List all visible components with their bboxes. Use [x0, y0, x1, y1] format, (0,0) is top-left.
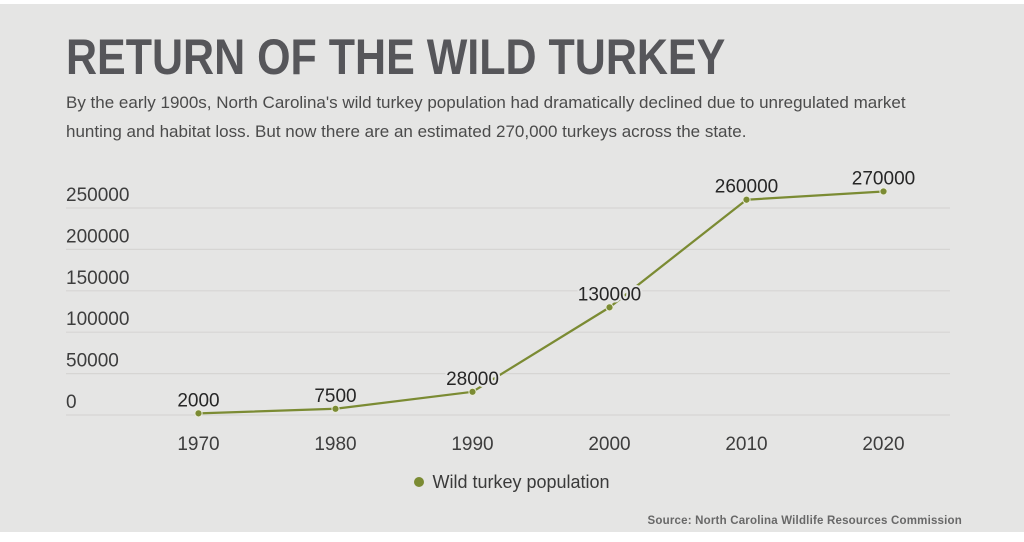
y-axis-tick-label: 50000 — [66, 351, 119, 372]
x-axis-tick-label: 1980 — [314, 434, 356, 455]
data-point — [468, 387, 477, 396]
data-point — [879, 187, 888, 196]
data-point-label: 270000 — [852, 168, 915, 189]
data-point-label: 130000 — [578, 284, 641, 305]
legend-label: Wild turkey population — [432, 471, 610, 492]
y-axis-tick-label: 0 — [66, 392, 77, 413]
data-point — [742, 195, 751, 204]
x-axis-tick-label: 1970 — [177, 434, 219, 455]
page-subtitle: By the early 1900s, North Carolina's wil… — [66, 88, 906, 146]
legend-dot-icon — [414, 477, 425, 487]
y-axis-tick-label: 100000 — [66, 309, 129, 330]
legend: Wild turkey population — [0, 471, 1024, 493]
page-title: RETURN OF THE WILD TURKEY — [66, 29, 726, 85]
x-axis-tick-label: 2010 — [725, 434, 767, 455]
data-point — [331, 404, 340, 413]
subtitle-line-1: By the early 1900s, North Carolina's wil… — [66, 93, 906, 112]
x-axis-tick-label: 1990 — [451, 434, 493, 455]
data-point-label: 2000 — [177, 390, 219, 411]
data-point — [194, 409, 203, 418]
y-axis-tick-label: 200000 — [66, 226, 129, 247]
x-axis-tick-label: 2000 — [588, 434, 630, 455]
y-axis-tick-label: 250000 — [66, 185, 129, 206]
data-point-label: 7500 — [314, 386, 356, 407]
series-line — [197, 190, 885, 415]
data-point-label: 260000 — [715, 177, 778, 198]
line-chart: 0 50000 100000 150000 200000 250000 1970 1980 19… — [66, 166, 950, 455]
subtitle-line-2: hunting and habitat loss. But now there … — [66, 122, 747, 141]
x-axis-tick-label: 2020 — [862, 434, 904, 455]
source-credit: Source: North Carolina Wildlife Resource… — [647, 515, 962, 527]
data-point-label: 28000 — [446, 369, 499, 390]
infographic-panel: RETURN OF THE WILD TURKEY By the early 1… — [0, 4, 1024, 532]
data-point — [605, 303, 614, 312]
y-axis-tick-label: 150000 — [66, 268, 129, 289]
